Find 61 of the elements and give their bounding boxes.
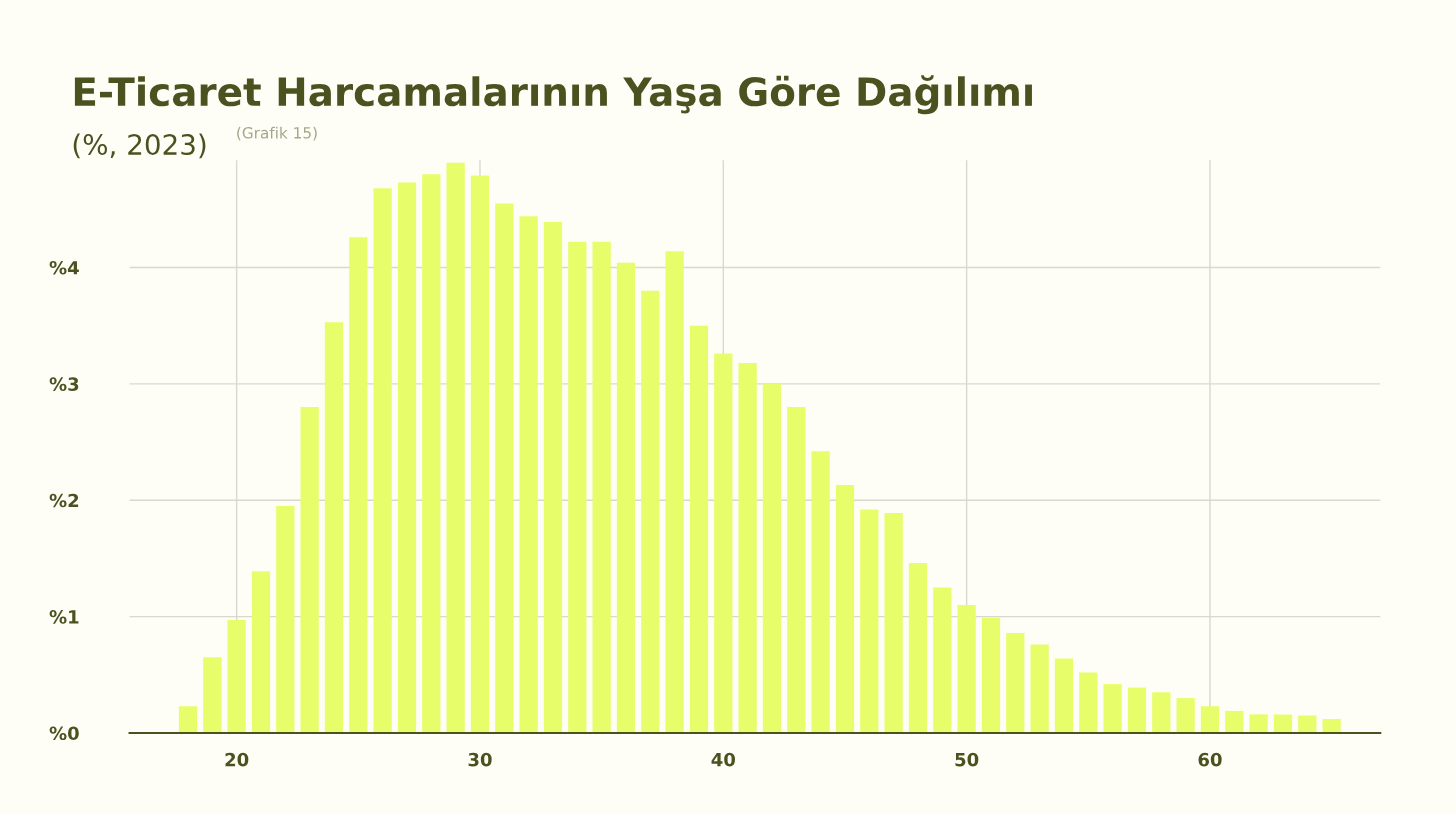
- bar: [251, 571, 271, 734]
- bar: [203, 657, 222, 734]
- bar: [908, 563, 928, 734]
- bar: [933, 587, 952, 734]
- bar: [373, 188, 392, 734]
- bar: [1030, 644, 1049, 734]
- bar: [276, 506, 295, 734]
- bar: [349, 237, 368, 734]
- bar: [178, 706, 198, 734]
- bar: [762, 383, 782, 734]
- bar: [714, 353, 733, 734]
- bar: [860, 509, 879, 734]
- bar: [641, 290, 660, 734]
- bar: [1249, 714, 1268, 734]
- bar: [1225, 710, 1244, 734]
- x-tick-label: 60: [1198, 752, 1222, 767]
- bar: [787, 407, 806, 734]
- bar: [495, 203, 514, 734]
- bar: [1273, 714, 1293, 734]
- bar: [689, 325, 709, 734]
- x-tick-label: 40: [711, 752, 735, 767]
- bar: [422, 174, 441, 734]
- bar: [543, 222, 563, 734]
- bar: [1322, 719, 1341, 734]
- bar: [738, 362, 757, 734]
- bar: [957, 604, 976, 734]
- bar: [1006, 632, 1025, 734]
- bar: [616, 262, 636, 734]
- bar: [884, 513, 903, 734]
- bar: [519, 216, 538, 734]
- bar: [1079, 672, 1098, 734]
- y-tick-label: %3: [49, 377, 79, 391]
- bar: [1152, 692, 1171, 734]
- bar: [835, 485, 855, 734]
- bar: [592, 241, 611, 734]
- y-tick-label: %2: [49, 493, 79, 508]
- bar: [397, 182, 417, 734]
- y-tick-label: %1: [49, 610, 79, 624]
- chart-title: E-Ticaret Harcamalarının Yaşa Göre Dağılımı: [74, 75, 1032, 115]
- chart-subtitle: (%, 2023): [73, 133, 206, 159]
- x-tick-label: 50: [955, 752, 979, 767]
- bar: [227, 620, 246, 734]
- bar: [1298, 715, 1317, 734]
- bar: [665, 251, 684, 734]
- text: (Grafik 15): [237, 126, 317, 141]
- y-tick-label: %0: [49, 726, 79, 741]
- bar: [324, 322, 344, 734]
- bar: [1103, 684, 1122, 734]
- x-tick-label: 30: [468, 752, 492, 767]
- x-tick-label: 20: [225, 752, 249, 767]
- bar: [1176, 698, 1195, 734]
- bar: [1200, 706, 1220, 734]
- bar: [811, 451, 830, 734]
- y-tick-label: %4: [49, 260, 79, 275]
- bar: [300, 407, 319, 734]
- bar: [470, 175, 490, 734]
- bar: [981, 617, 1001, 734]
- bar: [568, 241, 587, 734]
- bar: [1054, 658, 1074, 734]
- bar: [1127, 687, 1147, 734]
- bar: [446, 162, 465, 734]
